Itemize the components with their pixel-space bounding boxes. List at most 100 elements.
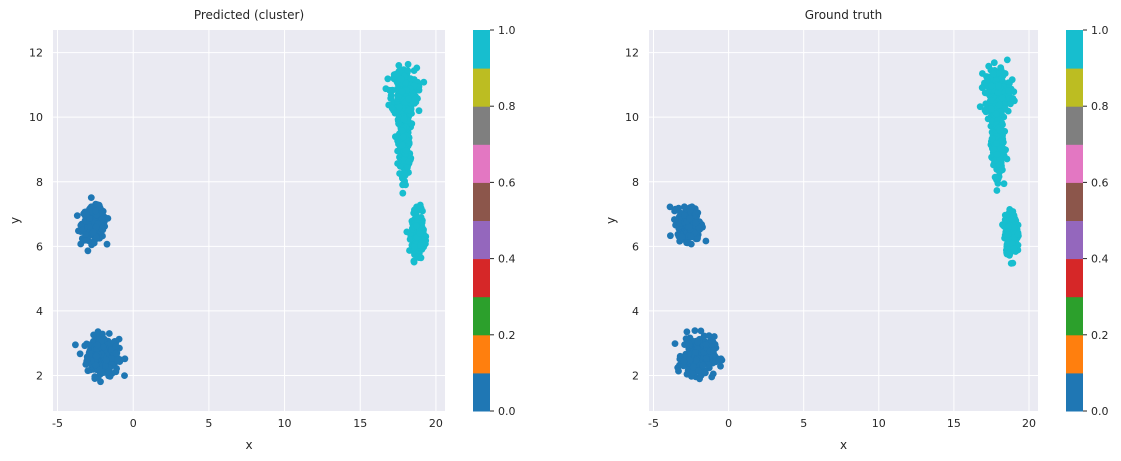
y-tick-label: 4: [36, 305, 43, 318]
data-point: [991, 173, 999, 181]
data-point: [993, 140, 1000, 147]
data-point: [675, 204, 682, 212]
colorbar-segment: [1066, 372, 1083, 412]
data-point: [710, 347, 717, 354]
data-point: [996, 126, 1004, 134]
data-point: [82, 231, 89, 238]
data-point: [678, 233, 686, 241]
y-axis-label: y: [8, 217, 22, 224]
data-point: [696, 375, 703, 383]
data-point: [396, 162, 404, 170]
colorbar-segment: [1066, 258, 1083, 298]
data-point: [680, 357, 688, 365]
data-point: [92, 207, 99, 215]
x-tick-label: -5: [52, 417, 63, 430]
data-point: [401, 172, 409, 179]
data-point: [1008, 215, 1016, 223]
data-point: [93, 201, 101, 209]
colorbar-segment: [1066, 296, 1083, 336]
data-point: [990, 146, 998, 153]
data-point: [108, 355, 115, 362]
data-point: [694, 338, 701, 346]
x-axis-label: x: [840, 438, 847, 452]
data-point: [685, 223, 693, 231]
colorbar-tick-label: 0.2: [498, 329, 516, 342]
data-point: [384, 75, 392, 83]
data-point: [115, 335, 123, 343]
data-point: [411, 206, 418, 214]
data-point: [995, 101, 1003, 109]
data-point: [1004, 231, 1012, 238]
data-point: [692, 219, 700, 227]
x-tick-label: 5: [800, 417, 807, 430]
data-point: [395, 62, 403, 69]
chart-title: Ground truth: [805, 8, 883, 22]
data-point: [984, 76, 991, 84]
data-point: [992, 110, 1000, 118]
data-point: [404, 164, 411, 171]
colorbar-tick-label: 0.6: [1091, 176, 1109, 189]
data-point: [419, 207, 426, 215]
data-point: [399, 181, 406, 189]
data-point: [998, 94, 1006, 102]
chart-panel-0: -5 0 5 10 15 20 2 4 6 8 10 12 Predicted (cluster) x y 0…: [8, 8, 516, 452]
x-tick-label: 5: [205, 417, 212, 430]
data-point: [715, 356, 723, 364]
data-point: [389, 86, 396, 94]
data-point: [988, 135, 996, 143]
data-point: [705, 332, 713, 339]
data-point: [102, 362, 109, 370]
data-point: [717, 362, 724, 370]
x-tick-label: 20: [429, 417, 443, 430]
data-point: [708, 373, 716, 381]
data-point: [387, 94, 395, 102]
colorbar-segment: [1066, 68, 1083, 107]
y-tick-label: 8: [632, 176, 639, 189]
y-tick-label: 6: [36, 240, 43, 253]
colorbar-segment: [1066, 220, 1083, 260]
x-tick-label: 0: [725, 417, 732, 430]
colorbar-segment: [473, 220, 490, 260]
data-point: [102, 356, 110, 364]
data-point: [687, 233, 695, 241]
y-tick-label: 2: [36, 369, 43, 382]
colorbar-segment: [473, 334, 490, 374]
data-point: [988, 82, 996, 90]
y-tick-label: 6: [632, 240, 639, 253]
data-point: [89, 228, 97, 236]
data-point: [105, 330, 113, 337]
data-point: [699, 361, 707, 369]
colorbar-tick-label: 0.0: [498, 405, 516, 418]
scatter-points: [666, 56, 1022, 383]
data-point: [697, 327, 705, 335]
data-point: [404, 67, 412, 74]
data-point: [702, 355, 710, 362]
data-point: [92, 361, 100, 369]
data-point: [682, 335, 690, 343]
data-point: [382, 85, 390, 93]
data-point: [981, 89, 989, 97]
data-point: [988, 105, 995, 113]
colorbar-segment: [473, 258, 490, 298]
data-point: [112, 342, 120, 350]
data-point: [76, 350, 84, 358]
colorbar-segment: [473, 144, 490, 183]
colorbar-segment: [1066, 182, 1083, 221]
data-point: [393, 70, 400, 78]
colorbar: 0.0 0.2 0.4 0.6 0.8 1.0: [473, 24, 516, 418]
data-point: [417, 242, 424, 249]
data-point: [392, 133, 399, 141]
data-point: [100, 343, 107, 351]
colorbar-segment: [1066, 106, 1083, 145]
data-point: [1010, 224, 1018, 231]
colorbar-tick-label: 0.0: [1091, 405, 1109, 418]
x-tick-label: -5: [648, 417, 659, 430]
data-point: [1009, 259, 1017, 267]
data-point: [987, 97, 995, 104]
x-tick-label: 0: [130, 417, 137, 430]
data-point: [683, 370, 691, 378]
data-point: [687, 240, 695, 248]
data-point: [1009, 95, 1017, 102]
data-point: [82, 236, 90, 244]
